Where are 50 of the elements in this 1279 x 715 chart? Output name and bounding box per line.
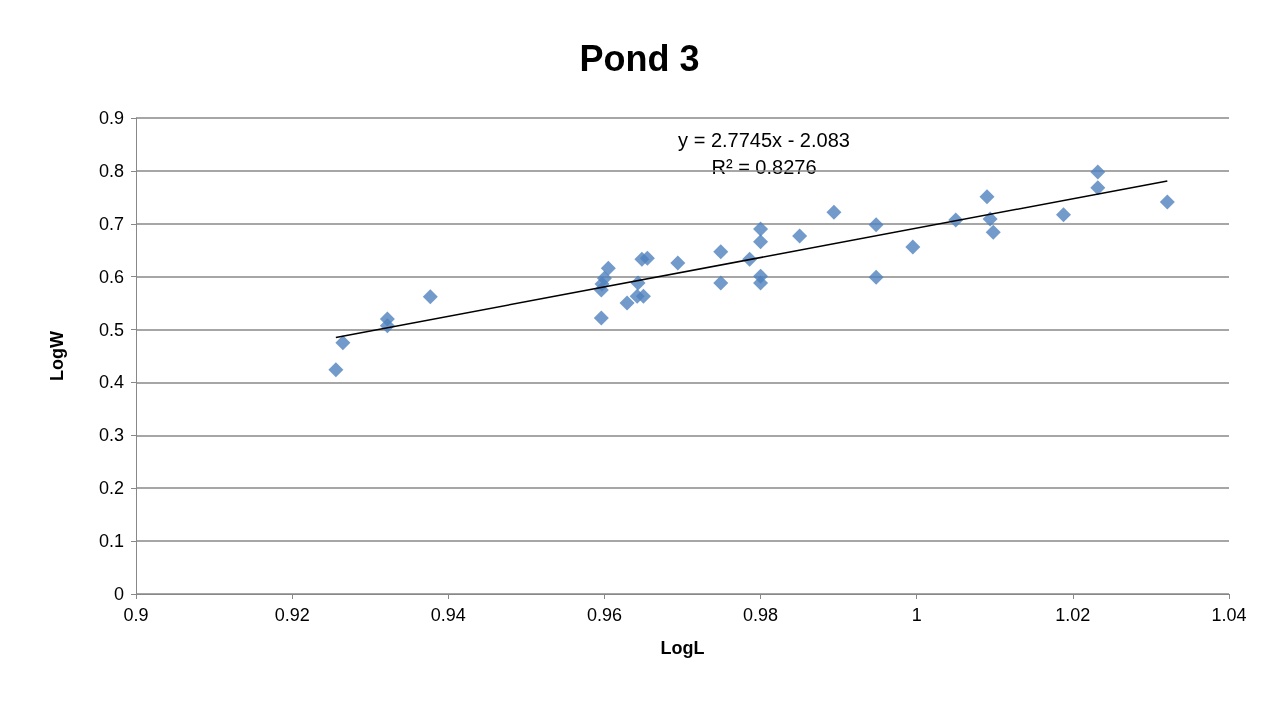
point [979, 189, 995, 205]
x-tick-label: 0.94 [430, 605, 466, 625]
y-axis-title: LogW [47, 331, 67, 381]
x-tick-label: 0.98 [743, 605, 779, 625]
y-tick-label: 0.5 [98, 319, 124, 340]
point [868, 217, 884, 233]
point [619, 295, 635, 311]
annotation: R² = 0.8276 [711, 156, 817, 178]
point [1055, 207, 1071, 223]
point [985, 224, 1001, 240]
annotation: y = 2.7745x - 2.083 [678, 129, 850, 151]
y-tick-label: 0.2 [98, 478, 124, 499]
y-tick-label: 0.8 [98, 160, 124, 181]
point [600, 260, 616, 276]
x-tick-label: 1 [911, 605, 922, 625]
chart-title: Pond 3 [579, 37, 700, 79]
point [328, 362, 344, 378]
point [593, 310, 609, 326]
point [792, 228, 808, 244]
y-tick-label: 0.9 [98, 108, 124, 128]
x-tick-label: 0.96 [586, 605, 622, 625]
point [635, 288, 651, 304]
point [639, 250, 655, 266]
point [713, 244, 729, 260]
x-tick-label: 0.9 [123, 605, 149, 625]
y-tick-label: 0.3 [98, 425, 124, 446]
point [1090, 180, 1106, 196]
x-axis-title: LogL [660, 638, 705, 658]
point [670, 255, 686, 271]
point [753, 275, 769, 291]
point [422, 289, 438, 305]
y-tick-label: 0 [113, 584, 124, 604]
point [868, 269, 884, 285]
point [982, 211, 998, 227]
x-tick-label: 0.92 [274, 605, 310, 625]
point [753, 234, 769, 250]
y-tick-label: 0.4 [98, 372, 124, 393]
point [753, 221, 769, 237]
y-tick-label: 0.7 [98, 213, 124, 234]
point [596, 270, 612, 286]
point [905, 239, 921, 255]
y-tick-label: 0.1 [98, 531, 124, 552]
point [1159, 194, 1175, 210]
x-tick-label: 1.04 [1211, 605, 1247, 625]
point [335, 335, 351, 351]
y-tick-label: 0.6 [98, 266, 124, 287]
x-tick-label: 1.02 [1055, 605, 1091, 625]
point [713, 275, 729, 291]
point [1090, 164, 1106, 180]
point [826, 204, 842, 220]
